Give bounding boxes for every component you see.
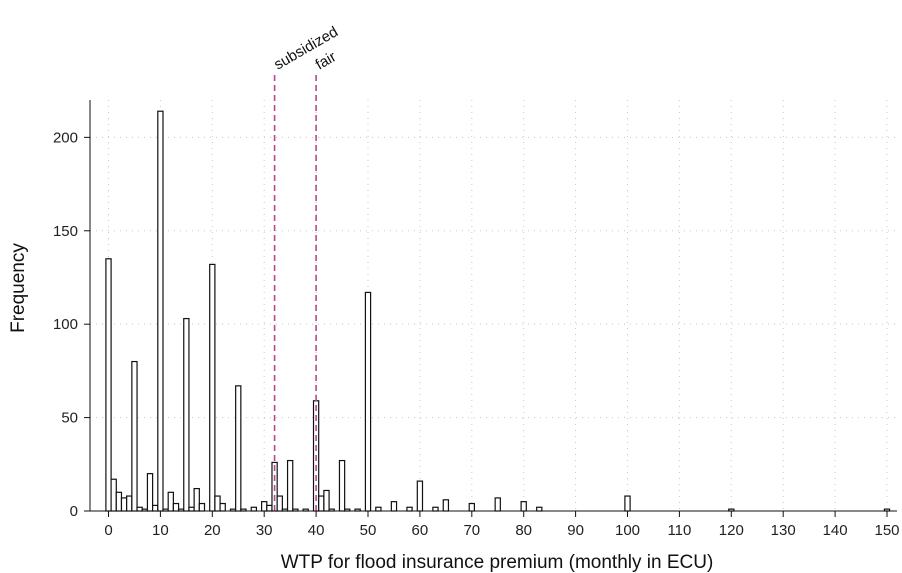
x-tick-label: 20	[204, 522, 221, 539]
y-tick-label: 200	[53, 129, 78, 146]
x-tick-label: 100	[615, 522, 640, 539]
histogram-bar	[250, 506, 258, 512]
histogram-bar	[110, 478, 117, 512]
histogram-bar	[286, 459, 294, 512]
histogram-bar	[198, 502, 206, 512]
axes	[89, 100, 897, 512]
histogram-bar	[120, 497, 128, 512]
histogram-bar	[406, 506, 413, 512]
histogram-bar	[115, 491, 123, 512]
histogram-bar	[152, 504, 159, 512]
histogram-bar	[494, 497, 501, 512]
histogram-bar	[167, 491, 174, 512]
x-tick-label: 110	[667, 522, 691, 539]
y-tick-label: 50	[61, 410, 78, 427]
x-tick-label: 120	[719, 522, 744, 539]
x-axis-ticks: 0 10 20 30 40 50 60 70 80 90 100 110 120 130 140 150	[104, 511, 900, 539]
histogram-bar	[193, 487, 200, 512]
histogram-bar	[105, 258, 112, 512]
y-tick-label: 100	[53, 316, 78, 333]
histogram-bar	[364, 291, 372, 512]
histogram-bar	[157, 110, 164, 512]
histogram-bar	[172, 502, 180, 512]
histogram-bar	[442, 499, 450, 512]
histogram-bar	[235, 385, 242, 512]
x-tick-label: 130	[771, 522, 796, 539]
histogram-bar	[276, 495, 283, 512]
histogram-bars	[105, 110, 891, 512]
x-tick-label: 80	[515, 522, 532, 539]
histogram-bar	[536, 506, 543, 512]
histogram-bar	[131, 360, 138, 512]
x-tick-label: 50	[360, 522, 377, 539]
x-tick-label: 150	[874, 522, 899, 539]
histogram-bar	[390, 501, 398, 512]
histogram-bar	[188, 506, 195, 512]
histogram-bar	[468, 502, 475, 512]
histogram-bar	[520, 501, 527, 512]
x-tick-label: 90	[567, 522, 584, 539]
histogram-bar	[338, 459, 346, 512]
histogram-bar	[432, 506, 439, 512]
histogram-bar	[136, 506, 143, 512]
histogram-bar	[126, 495, 133, 512]
histogram-bar	[209, 263, 216, 512]
x-tick-label: 140	[823, 522, 848, 539]
histogram-bar	[261, 501, 268, 512]
histogram-bar	[219, 502, 226, 512]
y-tick-label: 0	[70, 503, 78, 520]
x-tick-label: 40	[308, 522, 325, 539]
histogram-bar	[375, 506, 382, 512]
histogram-bar	[266, 504, 273, 512]
histogram-bar	[183, 317, 190, 512]
y-axis-ticks: 0 50 100 150 200	[53, 129, 90, 520]
histogram-bar	[214, 495, 221, 512]
x-tick-label: 70	[463, 522, 480, 539]
x-tick-label: 30	[256, 522, 273, 539]
histogram-bar	[323, 489, 330, 512]
x-tick-label: 0	[104, 522, 112, 539]
histogram-bar	[146, 473, 154, 512]
x-tick-label: 60	[412, 522, 429, 539]
y-tick-label: 150	[53, 223, 78, 240]
histogram-bar	[624, 495, 631, 512]
x-tick-label: 10	[152, 522, 169, 539]
x-axis-title: WTP for flood insurance premium (monthly…	[281, 552, 714, 573]
histogram-bar	[416, 480, 424, 512]
y-axis-title: Frequency	[8, 243, 29, 333]
histogram-bar	[318, 495, 325, 512]
